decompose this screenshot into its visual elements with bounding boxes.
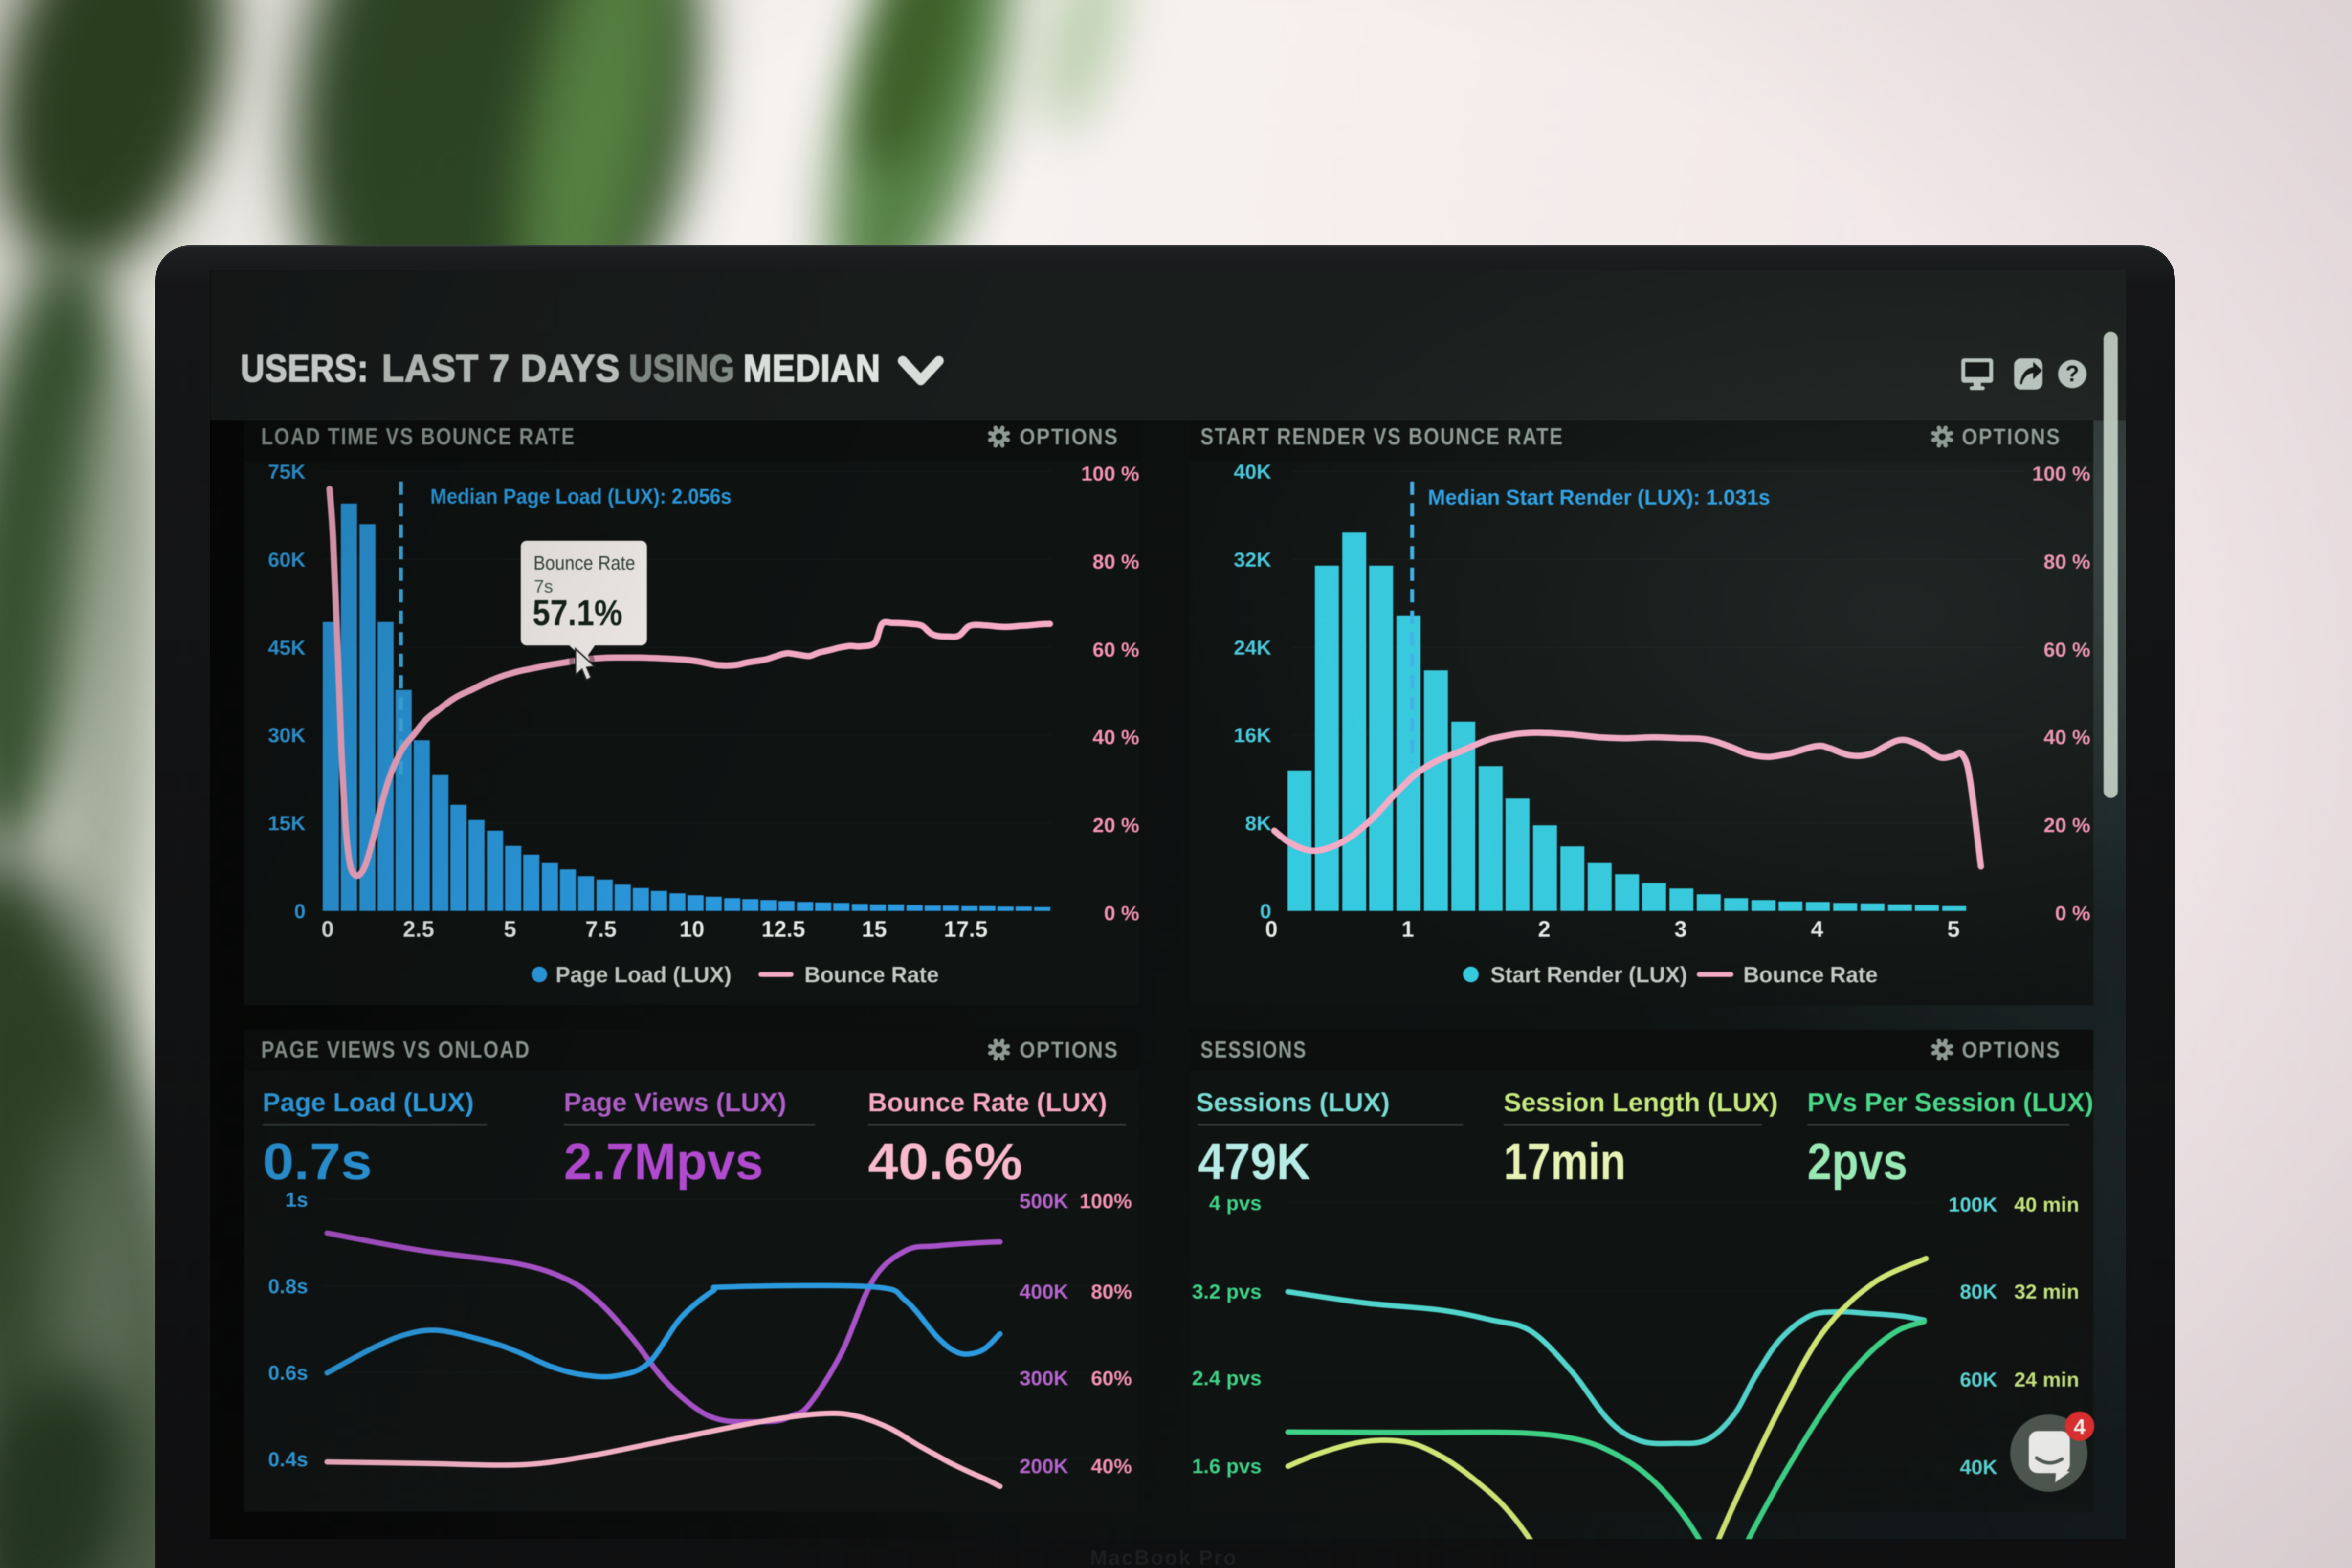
svg-text:USING: USING: [629, 347, 735, 390]
svg-text:0: 0: [1265, 916, 1278, 942]
svg-text:2: 2: [1538, 916, 1551, 942]
svg-text:200K: 200K: [1020, 1455, 1068, 1478]
svg-text:Session Length (LUX): Session Length (LUX): [1504, 1088, 1778, 1117]
svg-text:80 %: 80 %: [1092, 550, 1139, 573]
svg-text:Page Load (LUX): Page Load (LUX): [555, 962, 732, 987]
svg-text:2.5: 2.5: [403, 916, 434, 942]
svg-text:32 min: 32 min: [2014, 1280, 2079, 1303]
svg-text:0.8s: 0.8s: [268, 1275, 308, 1298]
svg-text:Median Page Load (LUX): 2.056s: Median Page Load (LUX): 2.056s: [430, 485, 732, 508]
svg-text:10: 10: [679, 916, 704, 942]
svg-text:2pvs: 2pvs: [1807, 1133, 1908, 1191]
svg-text:OPTIONS: OPTIONS: [1020, 424, 1119, 449]
svg-text:4 pvs: 4 pvs: [1209, 1192, 1262, 1215]
svg-text:60 %: 60 %: [1092, 638, 1139, 661]
svg-text:1s: 1s: [285, 1188, 308, 1211]
svg-text:1: 1: [1401, 916, 1414, 942]
svg-text:MacBook Pro: MacBook Pro: [1090, 1546, 1237, 1568]
svg-text:8K: 8K: [1245, 812, 1271, 835]
svg-text:0 %: 0 %: [2055, 902, 2090, 925]
svg-text:400K: 400K: [1020, 1280, 1068, 1303]
svg-text:80 %: 80 %: [2043, 550, 2090, 573]
svg-text:1.6 pvs: 1.6 pvs: [1192, 1455, 1262, 1478]
svg-text:0.6s: 0.6s: [268, 1361, 308, 1384]
svg-text:80%: 80%: [1091, 1280, 1132, 1303]
svg-text:20 %: 20 %: [2043, 814, 2090, 837]
svg-text:2.7Mpvs: 2.7Mpvs: [564, 1133, 763, 1191]
svg-text:40K: 40K: [1960, 1456, 1997, 1479]
svg-text:40 %: 40 %: [2043, 726, 2090, 749]
svg-text:40%: 40%: [1091, 1455, 1132, 1478]
svg-text:45K: 45K: [268, 636, 306, 659]
svg-text:Start Render (LUX): Start Render (LUX): [1490, 962, 1687, 987]
svg-text:PAGE VIEWS VS ONLOAD: PAGE VIEWS VS ONLOAD: [261, 1037, 531, 1063]
svg-text:Page Load (LUX): Page Load (LUX): [263, 1088, 474, 1117]
svg-text:Bounce Rate (LUX): Bounce Rate (LUX): [868, 1088, 1107, 1117]
svg-text:LAST 7 DAYS: LAST 7 DAYS: [382, 347, 620, 390]
svg-text:17min: 17min: [1504, 1133, 1626, 1191]
svg-text:START RENDER VS BOUNCE RATE: START RENDER VS BOUNCE RATE: [1200, 424, 1564, 450]
svg-text:479K: 479K: [1198, 1133, 1310, 1191]
svg-text:Sessions (LUX): Sessions (LUX): [1196, 1088, 1390, 1117]
svg-text:Median Start Render (LUX): 1.0: Median Start Render (LUX): 1.031s: [1428, 486, 1770, 509]
svg-text:0.4s: 0.4s: [268, 1448, 308, 1471]
svg-text:Bounce Rate: Bounce Rate: [1743, 962, 1878, 987]
svg-text:4: 4: [2074, 1415, 2086, 1439]
svg-text:40K: 40K: [1234, 460, 1271, 483]
svg-text:40 min: 40 min: [2014, 1193, 2079, 1216]
svg-text:30K: 30K: [268, 724, 306, 747]
svg-text:5: 5: [1947, 916, 1960, 942]
svg-text:60 %: 60 %: [2043, 638, 2090, 661]
svg-text:15K: 15K: [268, 812, 306, 835]
svg-text:16K: 16K: [1234, 724, 1271, 747]
svg-text:Bounce Rate: Bounce Rate: [533, 552, 635, 574]
svg-text:OPTIONS: OPTIONS: [1962, 1037, 2061, 1062]
svg-text:500K: 500K: [1020, 1190, 1068, 1213]
svg-text:0: 0: [321, 916, 334, 942]
svg-text:60K: 60K: [268, 548, 306, 571]
svg-text:80K: 80K: [1960, 1280, 1997, 1303]
svg-text:0 %: 0 %: [1104, 902, 1139, 925]
svg-text:3: 3: [1674, 916, 1687, 942]
svg-text:SESSIONS: SESSIONS: [1200, 1037, 1307, 1063]
svg-text:7s: 7s: [534, 576, 553, 596]
svg-text:7.5: 7.5: [585, 916, 617, 942]
svg-text:USERS:: USERS:: [241, 347, 369, 390]
svg-text:100%: 100%: [1080, 1190, 1132, 1213]
svg-text:0.7s: 0.7s: [263, 1133, 372, 1191]
svg-text:2.4 pvs: 2.4 pvs: [1192, 1367, 1262, 1390]
svg-text:5: 5: [504, 916, 516, 942]
svg-text:32K: 32K: [1234, 548, 1271, 571]
svg-text:Page Views (LUX): Page Views (LUX): [564, 1088, 786, 1117]
svg-text:MEDIAN: MEDIAN: [743, 347, 881, 390]
svg-text:4: 4: [1811, 916, 1823, 942]
svg-text:OPTIONS: OPTIONS: [1962, 424, 2061, 449]
svg-text:57.1%: 57.1%: [533, 593, 622, 633]
svg-text:100 %: 100 %: [1081, 462, 1139, 485]
svg-text:40.6%: 40.6%: [868, 1133, 1022, 1191]
svg-text:24 min: 24 min: [2014, 1368, 2079, 1391]
svg-text:12.5: 12.5: [761, 916, 805, 942]
svg-text:PVs Per Session (LUX): PVs Per Session (LUX): [1807, 1088, 2093, 1117]
svg-text:100K: 100K: [1949, 1193, 1997, 1216]
svg-text:75K: 75K: [268, 460, 306, 483]
svg-text:OPTIONS: OPTIONS: [1020, 1037, 1119, 1062]
svg-text:0: 0: [294, 900, 306, 923]
svg-text:LOAD TIME VS BOUNCE RATE: LOAD TIME VS BOUNCE RATE: [261, 424, 576, 450]
svg-text:24K: 24K: [1234, 636, 1271, 659]
svg-text:100 %: 100 %: [2032, 462, 2090, 485]
svg-text:60K: 60K: [1960, 1368, 1997, 1391]
svg-text:20 %: 20 %: [1092, 814, 1139, 837]
svg-text:Bounce Rate: Bounce Rate: [804, 962, 939, 987]
svg-text:0: 0: [1260, 900, 1271, 923]
svg-text:3.2 pvs: 3.2 pvs: [1192, 1280, 1262, 1303]
svg-text:?: ?: [2065, 361, 2079, 386]
svg-text:300K: 300K: [1020, 1367, 1068, 1390]
svg-text:15: 15: [862, 916, 887, 942]
svg-text:17.5: 17.5: [944, 916, 988, 942]
svg-text:40 %: 40 %: [1092, 726, 1139, 749]
svg-text:60%: 60%: [1091, 1367, 1132, 1390]
